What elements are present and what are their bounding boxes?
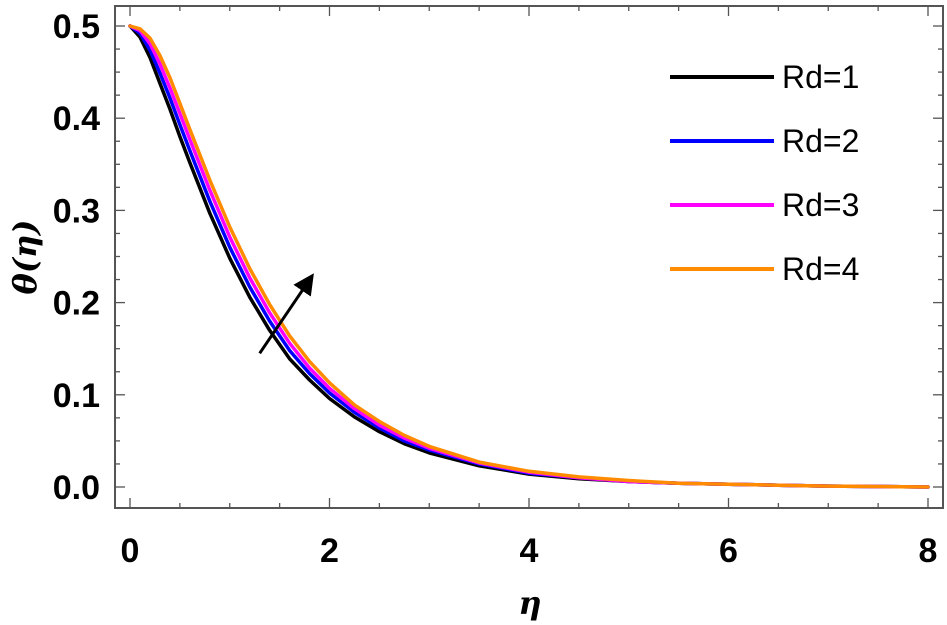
x-tick-label: 4 (520, 532, 539, 570)
series-line-4 (128, 24, 930, 489)
legend-label-1: Rd=1 (782, 59, 859, 95)
y-tick-label: 0.4 (53, 100, 100, 138)
x-tick-label: 0 (121, 532, 140, 570)
y-axis-title: θ(η) (6, 220, 44, 295)
x-axis-title: η (518, 584, 541, 622)
series-lines (128, 24, 930, 489)
y-tick-label: 0.3 (53, 192, 100, 230)
legend-label-4: Rd=4 (782, 251, 859, 287)
legend-label-3: Rd=3 (782, 187, 859, 223)
x-tick-label: 2 (320, 532, 339, 570)
y-tick-labels: 0.0 0.1 0.2 0.3 0.4 0.5 (53, 8, 100, 507)
x-tick-labels: 0 2 4 6 8 (121, 532, 938, 570)
axis-ticks (115, 6, 943, 508)
legend-label-2: Rd=2 (782, 123, 859, 159)
increase-arrow (258, 273, 314, 355)
legend: Rd=1 Rd=2 Rd=3 Rd=4 (670, 59, 859, 287)
x-tick-label: 8 (919, 532, 938, 570)
y-tick-label: 0.5 (53, 8, 100, 46)
y-tick-label: 0.1 (53, 377, 100, 415)
y-tick-label: 0.2 (53, 285, 100, 323)
x-tick-label: 6 (719, 532, 738, 570)
y-tick-label: 0.0 (53, 469, 100, 507)
